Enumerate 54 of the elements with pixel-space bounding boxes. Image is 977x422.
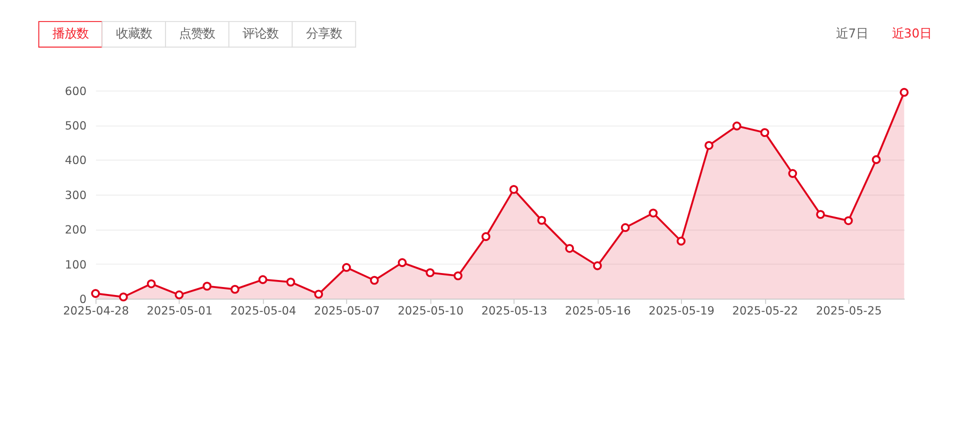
point <box>426 268 435 278</box>
y-tick-label: 600 <box>64 84 87 98</box>
point <box>565 244 574 253</box>
y-tick-label: 500 <box>64 118 87 133</box>
text: 近30日 <box>892 26 932 41</box>
point <box>398 258 407 268</box>
point <box>676 236 686 246</box>
point <box>174 290 184 300</box>
point <box>258 275 268 284</box>
text: 收藏数 <box>116 26 152 41</box>
y-tick-label: 300 <box>64 188 87 202</box>
point <box>286 278 296 286</box>
text: 分享数 <box>306 26 342 41</box>
point <box>509 185 518 194</box>
point <box>788 169 798 178</box>
x-tick-label: 2025-05-01 <box>146 303 213 318</box>
y-tick-label: 400 <box>64 153 87 168</box>
text: 点赞数 <box>179 26 216 41</box>
text: 近7日 <box>836 26 868 41</box>
point <box>314 290 324 299</box>
x-tick-label: 2025-05-19 <box>648 303 714 318</box>
point <box>454 271 462 280</box>
point <box>481 232 490 242</box>
point <box>844 216 853 226</box>
point <box>760 128 770 138</box>
x-tick-label: 2025-05-10 <box>398 303 464 318</box>
text: 评论数 <box>242 26 279 41</box>
x-tick-label: 2025-04-28 <box>63 303 129 318</box>
x-tick-label: 2025-05-07 <box>314 303 380 318</box>
point <box>648 208 658 218</box>
point <box>816 210 825 219</box>
point <box>342 263 351 272</box>
x-tick-label: 2025-05-22 <box>732 303 798 318</box>
y-tick-label: 100 <box>64 257 87 272</box>
x-tick-label: 2025-05-25 <box>816 303 882 318</box>
point <box>900 88 909 97</box>
x-tick-label: 2025-05-13 <box>481 303 548 318</box>
point <box>732 122 742 130</box>
point <box>704 140 714 150</box>
y-tick-label: 200 <box>64 222 87 237</box>
y-tick-label: 0 <box>79 292 87 306</box>
point <box>537 216 546 225</box>
point <box>370 276 379 285</box>
x-tick-label: 2025-05-16 <box>564 303 631 318</box>
point <box>91 289 100 298</box>
x-tick-label: 2025-05-04 <box>230 303 296 318</box>
point <box>146 279 156 288</box>
point <box>118 292 128 302</box>
point <box>620 223 630 232</box>
point <box>592 261 602 270</box>
text: 播放数 <box>52 26 88 41</box>
point <box>202 282 212 291</box>
point <box>872 155 881 164</box>
point <box>230 284 240 294</box>
